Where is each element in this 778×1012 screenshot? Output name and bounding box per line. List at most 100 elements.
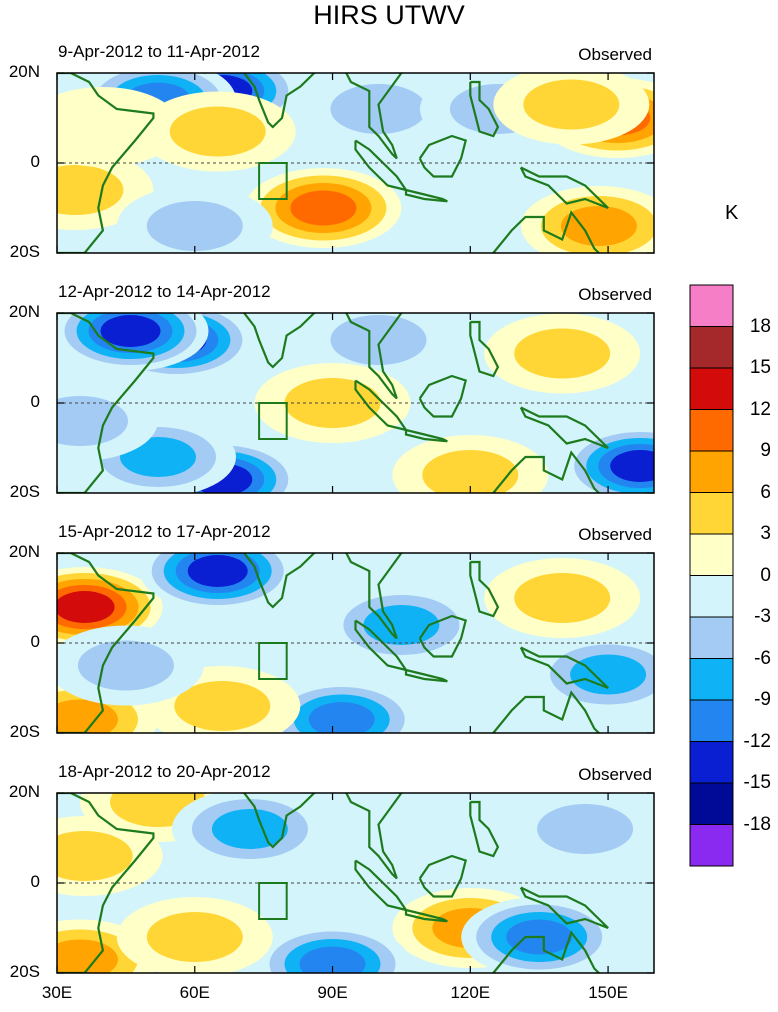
panel-period-label: 15-Apr-2012 to 17-Apr-2012 <box>58 522 271 541</box>
panel-plot-1 <box>57 73 654 253</box>
anomaly-contour <box>57 831 133 881</box>
coastline <box>57 313 155 493</box>
coastline <box>519 646 609 690</box>
units-label: K <box>725 202 739 224</box>
coastline <box>519 406 609 450</box>
lat-tick-label: 20S <box>9 962 40 981</box>
coastline <box>57 73 155 253</box>
colorbar-swatch <box>689 658 734 701</box>
panel-plot-3 <box>57 553 654 733</box>
anomaly-contour <box>187 555 248 587</box>
anomaly-contour <box>363 605 440 645</box>
lat-tick-label: 0 <box>30 152 40 171</box>
colorbar-level-label: 12 <box>749 398 771 420</box>
reference-box <box>258 402 288 440</box>
coastline <box>418 374 468 418</box>
lat-tick-label: 0 <box>30 632 40 651</box>
anomaly-contour <box>308 702 375 733</box>
colorbar-level-label: 3 <box>760 523 771 544</box>
chart-title: HIRS UTWV <box>313 0 465 30</box>
anomaly-contour <box>77 640 174 691</box>
colorbar-swatch <box>689 533 734 576</box>
anomaly-contour <box>610 450 654 482</box>
coastline <box>204 313 403 400</box>
panel-period-label: 12-Apr-2012 to 14-Apr-2012 <box>58 282 271 301</box>
coastline <box>57 553 155 733</box>
anomaly-contour <box>523 79 620 130</box>
lat-tick-label: 0 <box>30 872 40 891</box>
coastline <box>519 886 609 930</box>
coastline <box>469 320 500 378</box>
lat-tick-label: 0 <box>30 392 40 411</box>
lat-tick-label: 20N <box>8 62 40 81</box>
colorbar-level-label: 9 <box>760 440 771 461</box>
coastline <box>469 800 500 858</box>
coastline <box>404 908 448 923</box>
colorbar-swatch <box>689 450 734 493</box>
coastline <box>519 166 609 210</box>
lat-tick-label: 20N <box>8 782 40 801</box>
coastline <box>492 450 600 493</box>
coastline <box>404 188 448 203</box>
anomaly-contour <box>299 946 366 973</box>
reference-box <box>258 882 288 920</box>
panel-plot-4 <box>57 793 654 973</box>
colorbar-level-label: -12 <box>743 730 771 752</box>
lat-tick-label: 20N <box>8 542 40 561</box>
colorbar-level-label: -15 <box>743 772 771 793</box>
anomaly-contour <box>169 106 266 157</box>
anomaly-contour <box>560 206 637 246</box>
coastline <box>469 80 500 138</box>
coastline <box>204 73 403 160</box>
anomaly-contour <box>57 396 128 446</box>
lat-tick-label: 20S <box>9 722 40 741</box>
colorbar-swatch <box>689 575 734 618</box>
coastline <box>404 428 448 443</box>
lat-tick-label: 20S <box>9 242 40 261</box>
coastline <box>418 134 468 178</box>
coastline <box>204 793 403 880</box>
colorbar-swatch <box>689 741 734 784</box>
coastline <box>57 793 155 973</box>
colorbar-swatch <box>689 409 734 452</box>
anomaly-contour <box>537 804 634 854</box>
anomaly-contour <box>146 201 243 251</box>
anomaly-contour <box>57 591 115 623</box>
colorbar-level-label: 6 <box>760 481 771 503</box>
lon-tick-label: 120E <box>450 983 491 1002</box>
coastline <box>204 553 403 640</box>
coastline <box>404 668 448 683</box>
anomaly-contour <box>290 190 357 226</box>
anomaly-contour <box>422 450 519 493</box>
anomaly-contour <box>211 809 288 849</box>
anomaly-contour <box>570 654 647 695</box>
colorbar-level-label: 0 <box>760 564 771 586</box>
colorbar-swatch <box>689 824 734 867</box>
reference-box <box>258 642 288 680</box>
colorbar-swatch <box>689 284 734 327</box>
anomaly-contour <box>100 315 161 347</box>
colorbar-level-label: -18 <box>743 813 771 835</box>
colorbar-level-label: -6 <box>754 647 771 669</box>
anomaly-contour <box>514 328 611 379</box>
panel-period-label: 18-Apr-2012 to 20-Apr-2012 <box>58 762 271 781</box>
anomaly-contour <box>174 681 271 731</box>
panel-source-label: Observed <box>578 45 652 64</box>
colorbar-level-label: 15 <box>749 357 771 378</box>
coastline <box>492 930 600 973</box>
panel-source-label: Observed <box>578 525 652 544</box>
anomaly-contour <box>146 912 243 962</box>
lon-tick-label: 150E <box>588 983 628 1002</box>
coastline <box>469 560 500 618</box>
colorbar-level-label: -3 <box>754 606 771 627</box>
colorbar-swatch <box>689 492 734 535</box>
lat-tick-label: 20S <box>9 482 40 501</box>
panel-period-label: 9-Apr-2012 to 11-Apr-2012 <box>58 42 260 61</box>
colorbar-level-label: -9 <box>754 689 771 710</box>
lat-tick-label: 20N <box>8 302 40 321</box>
panel-plot-2 <box>57 313 654 493</box>
panel-source-label: Observed <box>578 285 652 304</box>
colorbar-swatch <box>689 699 734 742</box>
reference-box <box>258 162 288 200</box>
